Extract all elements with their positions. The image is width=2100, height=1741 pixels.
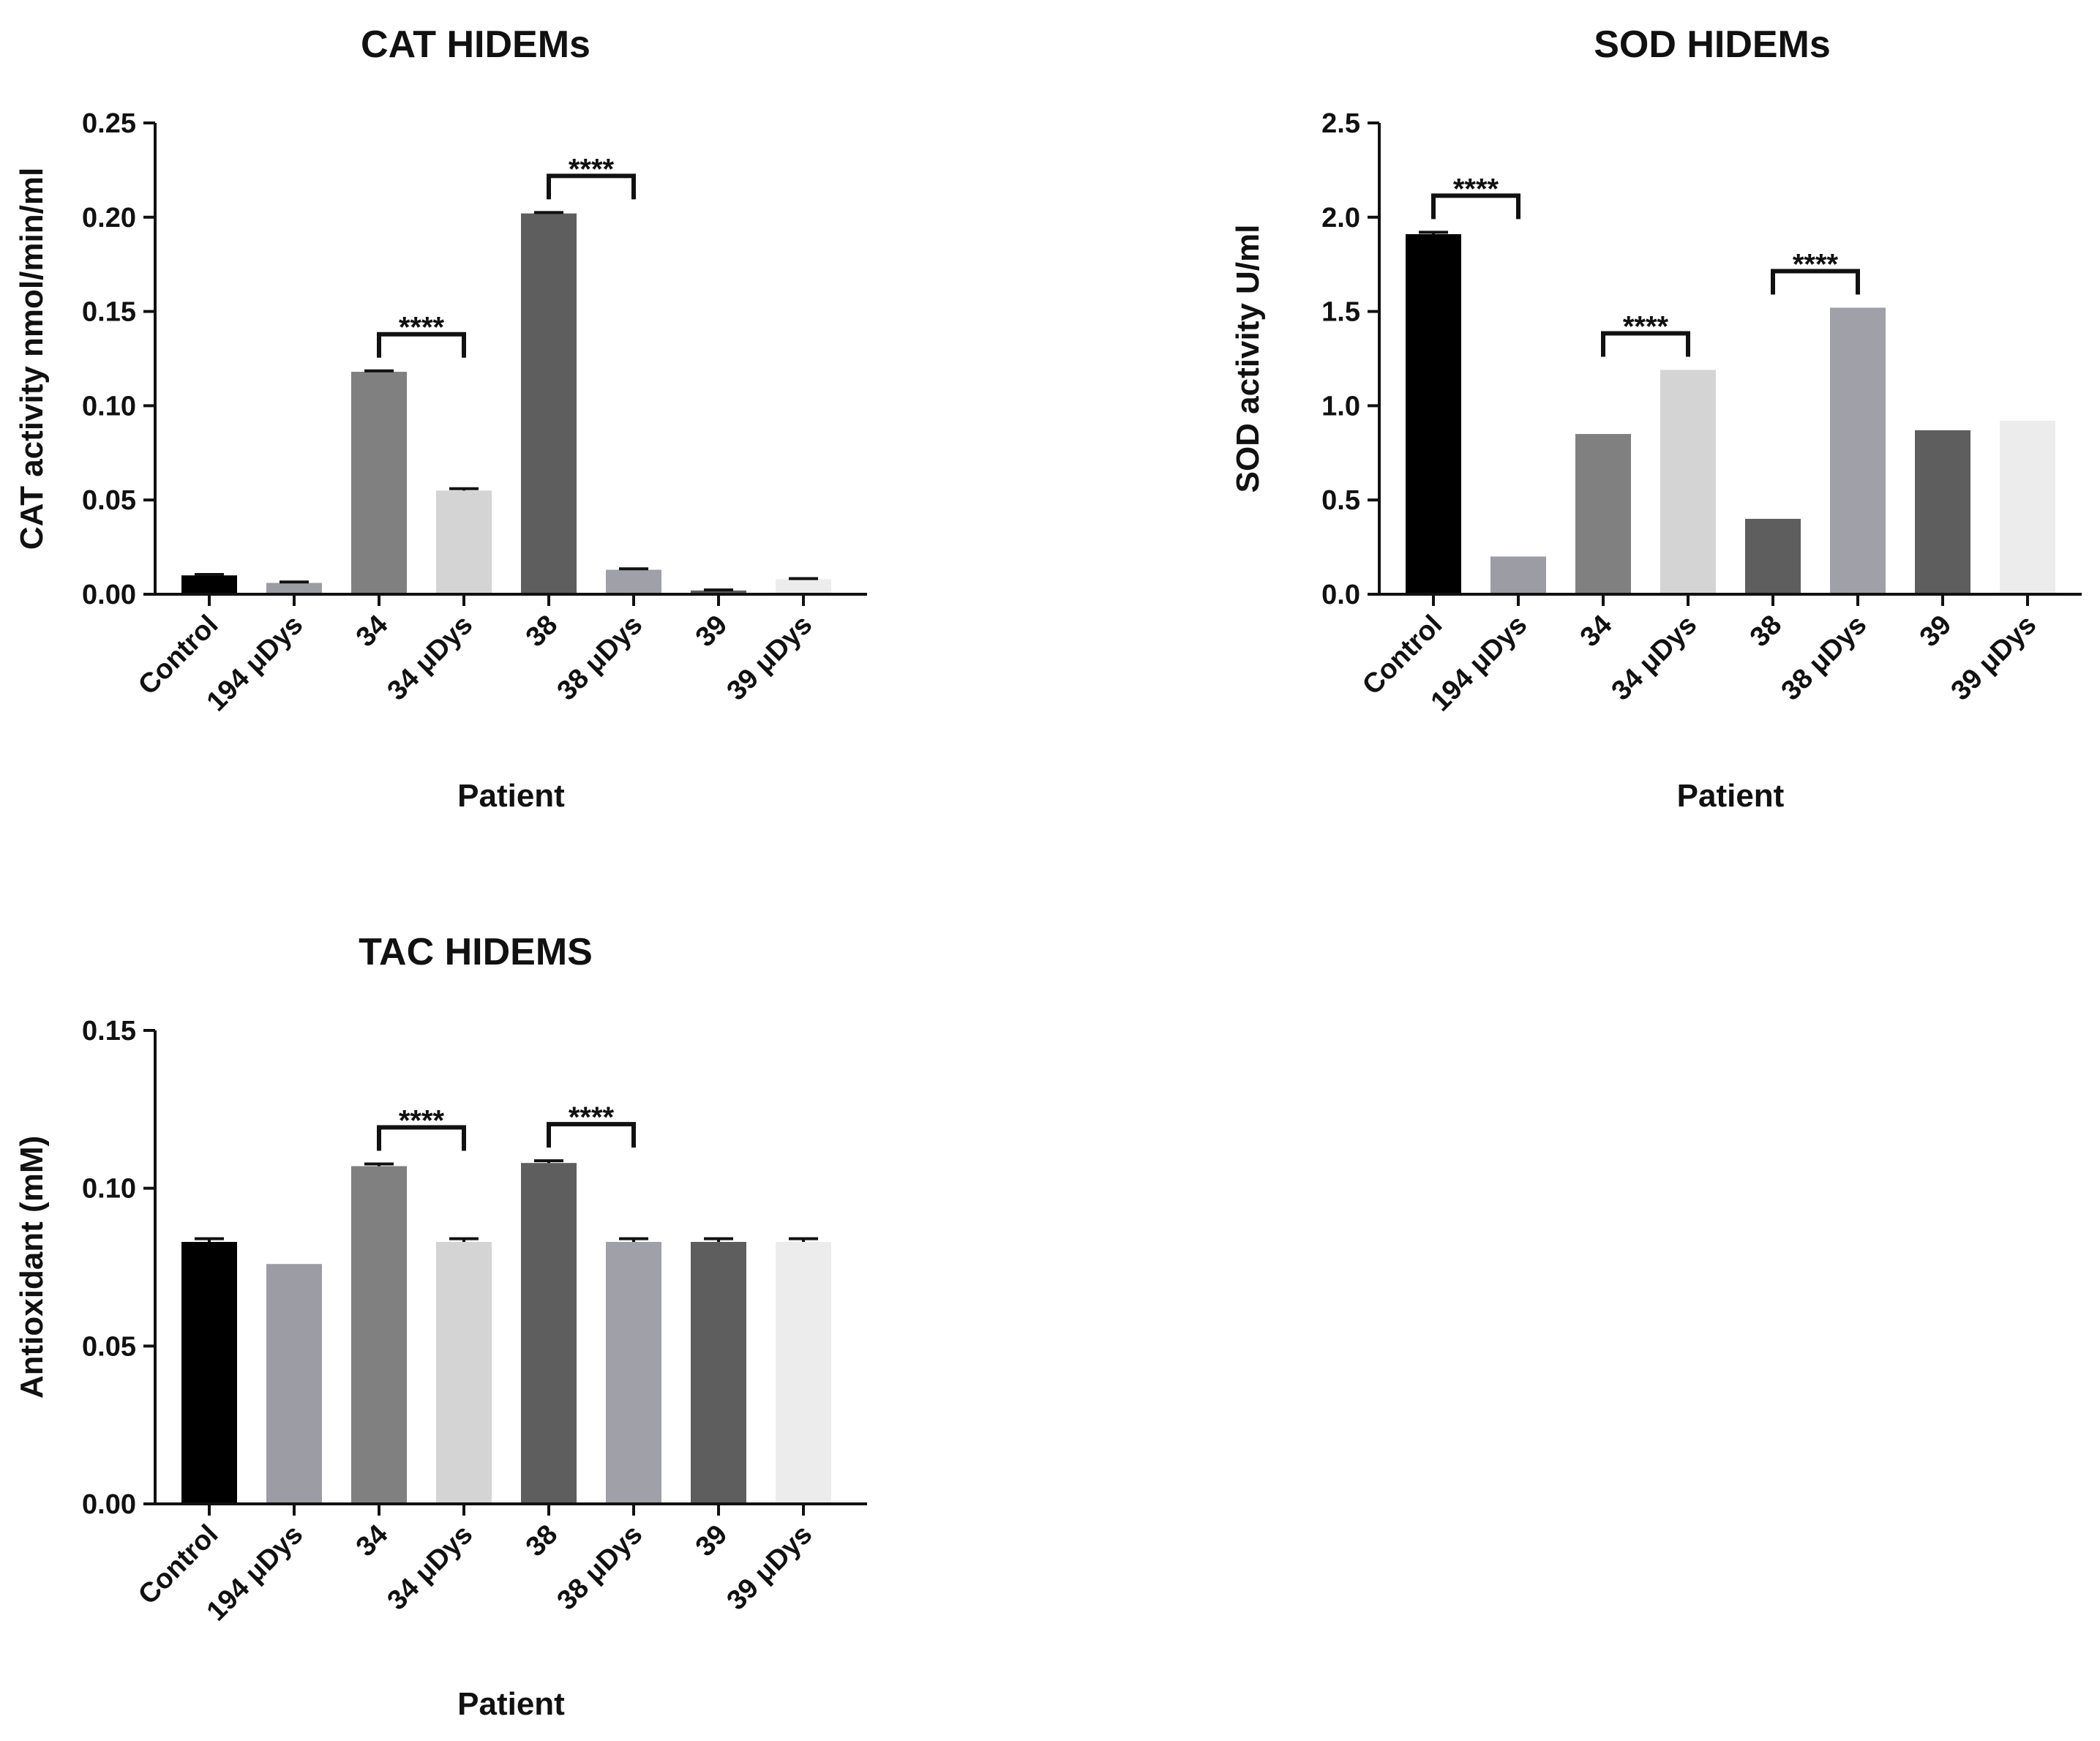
tac-significance-label-0: **** <box>399 1104 445 1137</box>
tac-bar-4 <box>521 1163 577 1504</box>
tac-significance-label-1: **** <box>569 1101 615 1134</box>
sod-bar-2 <box>1575 434 1631 594</box>
cat-bar-6 <box>691 590 746 594</box>
tac-y-tick-label-0: 0.00 <box>82 1489 136 1520</box>
tac-chart-title: TAC HIDEMS <box>359 931 593 973</box>
cat-significance-bracket-0 <box>377 332 466 358</box>
sod-category-label-2: 34 <box>1575 610 1619 654</box>
sod-bar-6 <box>1915 430 1970 594</box>
tac-bar-2 <box>351 1166 407 1504</box>
cat-significance-label-1: **** <box>569 153 615 185</box>
tac-bar-1 <box>266 1264 322 1504</box>
cat-y-tick-label-0: 0.00 <box>82 580 136 610</box>
tac-bar-5 <box>606 1241 661 1504</box>
cat-category-label-2: 34 <box>350 610 394 654</box>
tac-category-label-2: 34 <box>350 1519 394 1563</box>
cat-y-tick-label-4: 0.20 <box>82 203 136 233</box>
tac-y-tick-label-3: 0.15 <box>82 1016 136 1047</box>
sod-bar-3 <box>1660 370 1716 594</box>
sod-bar-5 <box>1830 307 1886 594</box>
sod-y-tick-label-1: 0.5 <box>1321 485 1360 516</box>
cat-chart-title: CAT HIDEMs <box>361 23 590 66</box>
cat-y-axis-title: CAT activity nmol/min/ml <box>14 168 50 550</box>
cat-bar-2 <box>351 372 407 594</box>
sod-x-axis-title: Patient <box>1677 778 1785 814</box>
sod-significance-bracket-2 <box>1771 269 1860 295</box>
sod-significance-bracket-1 <box>1601 331 1690 357</box>
tac-bar-3 <box>436 1241 492 1504</box>
sod-y-axis-title: SOD activity U/ml <box>1230 225 1266 493</box>
tac-x-axis-title: Patient <box>457 1686 565 1722</box>
tac-y-axis-title: Antioxidant (mM) <box>14 1136 50 1399</box>
sod-y-tick-label-4: 2.0 <box>1321 203 1360 233</box>
tac-category-label-3: 34 μDys <box>382 1519 479 1617</box>
sod-category-label-6: 39 <box>1914 610 1958 654</box>
sod-chart-title: SOD HIDEMs <box>1594 23 1831 66</box>
cat-bar-1 <box>266 583 322 594</box>
cat-y-tick-label-3: 0.15 <box>82 297 136 328</box>
cat-x-axis-title: Patient <box>457 778 565 814</box>
tac-bar-7 <box>776 1241 831 1504</box>
sod-category-label-4: 38 <box>1744 610 1788 654</box>
cat-bar-5 <box>606 569 661 594</box>
sod-y-tick-label-5: 2.5 <box>1321 108 1360 139</box>
sod-y-tick-label-2: 1.0 <box>1321 391 1360 422</box>
sod-significance-label-0: **** <box>1453 173 1499 205</box>
cat-chart: CAT HIDEMs0.000.050.100.150.200.25Contro… <box>14 23 867 814</box>
cat-bar-4 <box>521 213 577 594</box>
cat-category-label-4: 38 <box>520 610 564 654</box>
cat-category-label-5: 38 μDys <box>552 610 649 707</box>
tac-bar-6 <box>691 1241 746 1504</box>
sod-bar-7 <box>2000 421 2055 594</box>
cat-y-tick-label-1: 0.05 <box>82 485 136 516</box>
cat-category-label-6: 39 <box>690 610 734 654</box>
sod-category-label-5: 38 μDys <box>1776 610 1873 707</box>
tac-category-label-7: 39 μDys <box>721 1519 819 1617</box>
tac-category-label-6: 39 <box>690 1519 734 1563</box>
cat-y-tick-label-2: 0.10 <box>82 391 136 422</box>
sod-bar-0 <box>1406 233 1461 594</box>
tac-y-tick-label-1: 0.05 <box>82 1331 136 1362</box>
cat-bar-7 <box>776 579 831 594</box>
sod-category-label-7: 39 μDys <box>1946 610 2043 707</box>
cat-category-label-7: 39 μDys <box>721 610 819 707</box>
tac-significance-bracket-0 <box>377 1125 466 1151</box>
cat-significance-bracket-1 <box>547 173 636 200</box>
cat-bar-3 <box>436 490 492 594</box>
sod-significance-label-1: **** <box>1623 310 1669 342</box>
sod-significance-label-2: **** <box>1793 248 1839 280</box>
cat-significance-label-0: **** <box>399 312 445 344</box>
sod-y-tick-label-3: 1.5 <box>1321 297 1360 328</box>
cat-y-tick-label-5: 0.25 <box>82 108 136 139</box>
sod-bar-1 <box>1490 556 1546 594</box>
cat-bar-0 <box>181 575 237 594</box>
tac-significance-bracket-1 <box>547 1122 636 1148</box>
sod-y-tick-label-0: 0.0 <box>1321 580 1360 610</box>
sod-category-label-3: 34 μDys <box>1606 610 1703 707</box>
tac-category-label-5: 38 μDys <box>552 1519 649 1617</box>
tac-y-tick-label-2: 0.10 <box>82 1174 136 1205</box>
sod-bar-4 <box>1745 518 1801 594</box>
tac-bar-0 <box>181 1241 237 1504</box>
cat-category-label-3: 34 μDys <box>382 610 479 707</box>
sod-significance-bracket-0 <box>1431 193 1520 220</box>
tac-category-label-4: 38 <box>520 1519 564 1563</box>
